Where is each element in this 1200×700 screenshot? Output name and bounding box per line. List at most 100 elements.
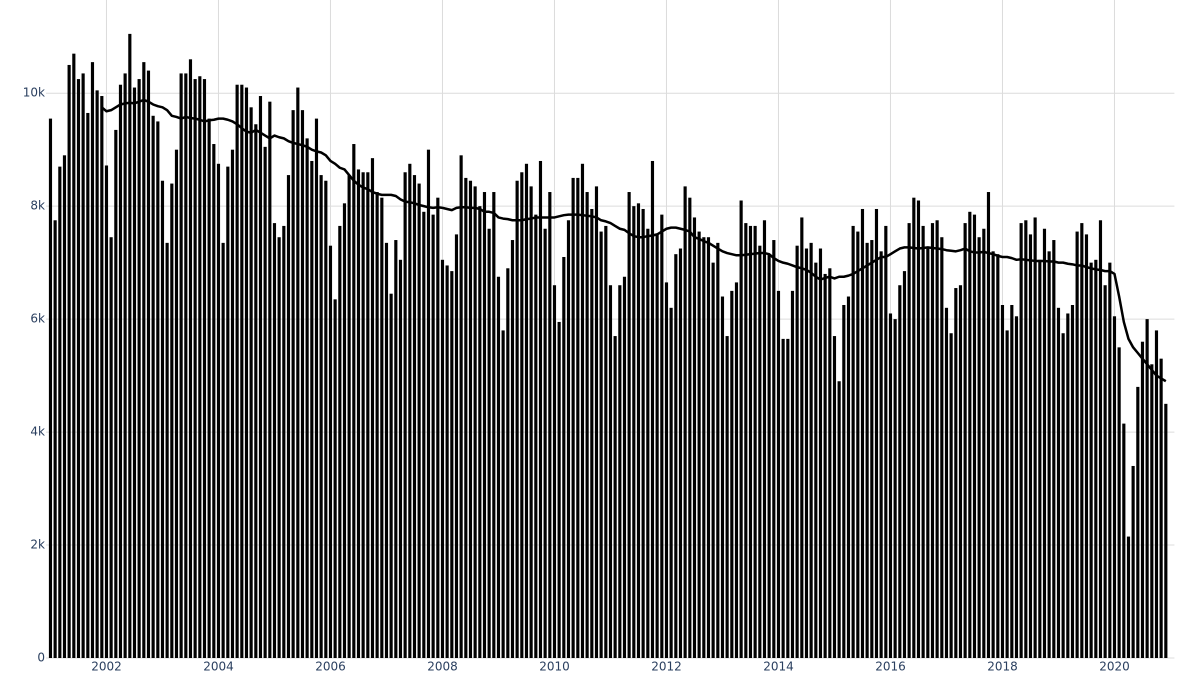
bar (305, 138, 309, 658)
bar (473, 186, 477, 658)
bar (1005, 330, 1009, 658)
bar (216, 163, 221, 658)
bar (912, 197, 916, 658)
bar (342, 203, 347, 658)
bar (538, 160, 543, 658)
bar (384, 242, 389, 659)
bar (244, 87, 249, 659)
bar (520, 172, 524, 658)
bar (268, 101, 272, 659)
bar (347, 175, 351, 658)
bar (501, 330, 505, 658)
bar (1098, 220, 1103, 659)
bar (632, 206, 636, 658)
bar (930, 223, 935, 659)
bar (361, 172, 365, 658)
x-tick-label: 2020 (1099, 660, 1130, 674)
bar (515, 180, 519, 658)
bar (711, 262, 715, 658)
bar (380, 197, 384, 658)
bar (487, 228, 491, 659)
bar (142, 62, 146, 658)
bar (1108, 262, 1112, 658)
bar (398, 259, 403, 658)
bar (319, 175, 323, 658)
y-tick-label: 10k (23, 86, 45, 100)
bar (1042, 228, 1047, 659)
bar (604, 225, 608, 659)
bar (809, 242, 813, 659)
bar (594, 186, 599, 658)
bar (510, 240, 515, 659)
bar (762, 220, 767, 659)
bar (790, 290, 795, 658)
bar (1154, 330, 1159, 658)
bar (464, 177, 468, 658)
bar (870, 240, 874, 659)
bar (664, 282, 669, 658)
bar (907, 223, 911, 659)
bar (860, 208, 865, 658)
bar (1019, 223, 1023, 659)
bar (725, 336, 729, 658)
bar (926, 248, 930, 658)
bar (118, 84, 123, 659)
bar (590, 208, 594, 658)
bar (888, 313, 893, 658)
bar (832, 336, 837, 658)
bar (450, 271, 454, 658)
bar (86, 112, 90, 659)
y-tick-label: 6k (30, 312, 45, 326)
bar (76, 79, 81, 659)
bar (814, 262, 818, 658)
x-tick-label: 2018 (987, 660, 1018, 674)
bar (552, 285, 557, 658)
bar (879, 251, 883, 658)
bar (417, 183, 421, 658)
bar (1117, 347, 1121, 658)
bar (837, 381, 841, 658)
bar (646, 228, 650, 659)
bar (1061, 333, 1065, 658)
bar (1010, 304, 1014, 658)
bar (235, 84, 239, 659)
bar (893, 319, 897, 658)
bar (314, 118, 319, 659)
bar (1150, 364, 1154, 658)
bar (958, 285, 963, 658)
bar (618, 285, 622, 658)
bar (389, 293, 393, 658)
bar (650, 160, 655, 658)
bar (356, 169, 361, 658)
bar (272, 223, 277, 659)
bar (174, 149, 179, 658)
bar (916, 200, 921, 658)
bar (226, 166, 230, 658)
bar (258, 96, 263, 659)
bar (1024, 220, 1028, 659)
bar (375, 192, 379, 658)
bar (683, 186, 687, 658)
bar (193, 79, 197, 659)
y-tick-label: 2k (30, 538, 45, 552)
x-tick-label: 2014 (763, 660, 794, 674)
bar (585, 192, 589, 658)
bar (459, 155, 463, 658)
bar (165, 242, 169, 659)
bar (254, 124, 258, 658)
bar (436, 197, 440, 658)
bar (660, 214, 664, 659)
bar (1131, 465, 1135, 658)
bar (468, 180, 473, 658)
bar (1033, 217, 1037, 659)
bar (338, 225, 342, 659)
bar (286, 175, 291, 658)
bar (1145, 319, 1149, 658)
bar (622, 276, 627, 658)
bar (1066, 313, 1070, 658)
bar (884, 225, 888, 659)
bar (688, 197, 692, 658)
bar (655, 234, 659, 659)
bar (739, 200, 743, 658)
bar (674, 254, 678, 658)
